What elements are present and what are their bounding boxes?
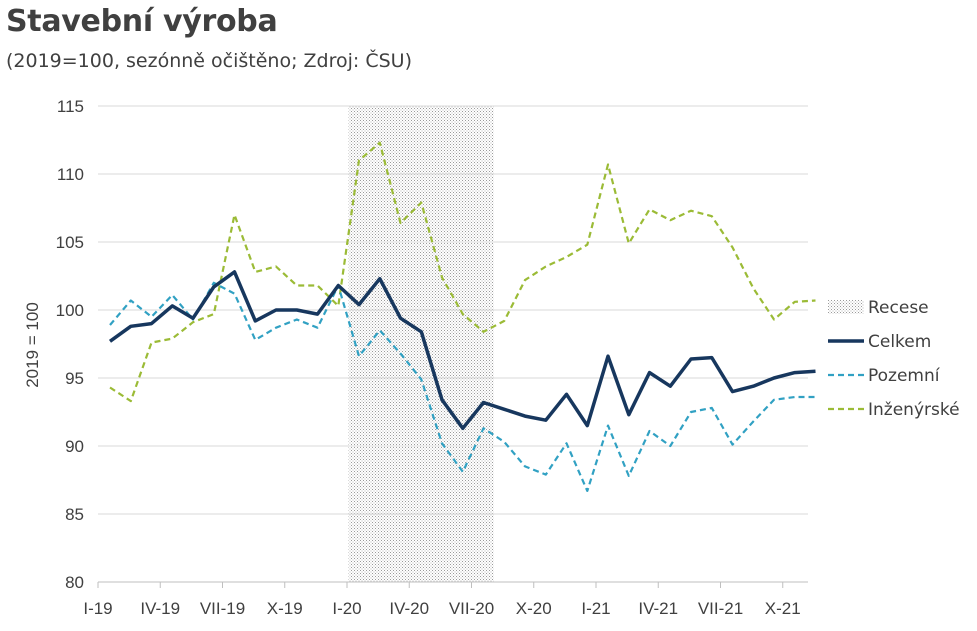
x-tick-label: I-21 [581, 599, 610, 618]
legend-label-pozemní: Pozemní [868, 366, 941, 386]
x-tick-label: X-20 [516, 599, 552, 618]
y-axis-label: 2019 = 100 [23, 302, 42, 388]
y-tick-label: 95 [65, 369, 84, 388]
series-line-celkem [108, 270, 816, 431]
y-tick-label: 110 [57, 165, 84, 184]
y-tick-label: 115 [57, 97, 84, 116]
x-tick-label: IV-19 [140, 599, 180, 618]
x-tick-label: I-20 [332, 599, 361, 618]
x-tick-label: X-19 [267, 599, 303, 618]
legend-label-celkem: Celkem [868, 332, 931, 352]
x-tick-label: IV-21 [638, 599, 678, 618]
x-tick-label: VII-19 [200, 599, 245, 618]
chart-title: Stavební výroba [6, 4, 278, 39]
x-tick-label: IV-20 [389, 599, 429, 618]
chart-subtitle: (2019=100, sezónně očištěno; Zdroj: ČSU) [6, 50, 412, 72]
x-tick-label: VII-21 [698, 599, 743, 618]
y-tick-label: 90 [65, 437, 84, 456]
legend-swatch-recese [828, 300, 864, 314]
y-tick-label: 85 [65, 505, 84, 524]
y-tick-label: 80 [65, 573, 84, 592]
legend-label-inženýrské: Inženýrské [868, 400, 960, 420]
legend-label-recese: Recese [868, 298, 929, 318]
series-line-inženýrské [109, 141, 816, 403]
x-tick-label: X-21 [765, 599, 801, 618]
y-tick-label: 100 [56, 301, 84, 320]
recession-band [348, 106, 494, 582]
y-tick-label: 105 [56, 233, 84, 252]
x-tick-label: VII-20 [449, 599, 494, 618]
x-tick-label: I-19 [83, 599, 112, 618]
